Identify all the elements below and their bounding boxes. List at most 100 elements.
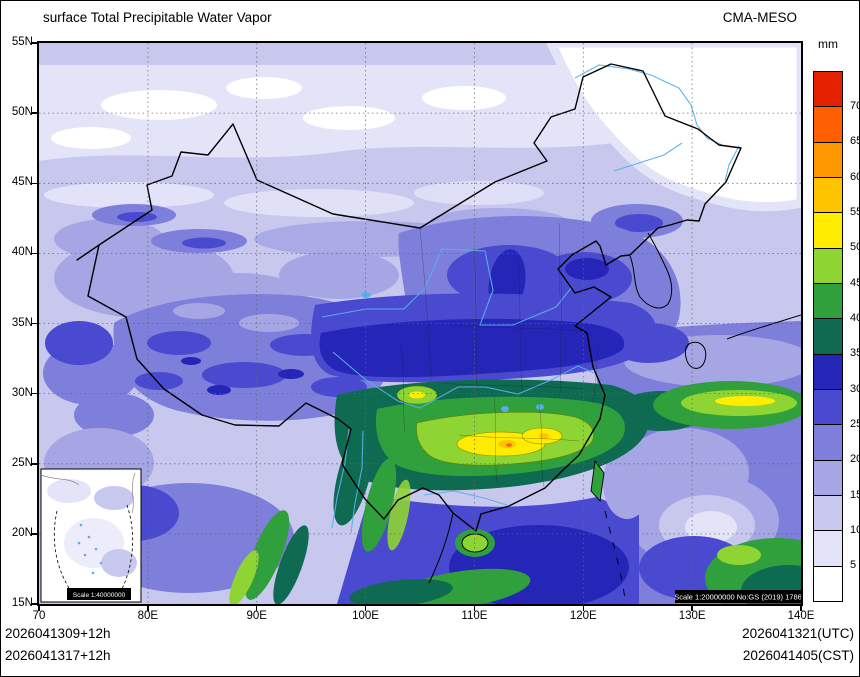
lat-tick-mark bbox=[31, 112, 37, 114]
ussuri-river-line bbox=[724, 145, 740, 182]
lat-tick-label: 25N bbox=[11, 456, 33, 469]
songhua-river-line bbox=[613, 142, 683, 172]
contour-fill-layer bbox=[39, 43, 801, 604]
init-time-utc: 2026041309+12h bbox=[5, 626, 111, 641]
lon-tick-label: 140E bbox=[787, 610, 815, 622]
colorbar-tick-label: 30 bbox=[850, 382, 859, 395]
colorbar-segment bbox=[813, 141, 843, 178]
colorbar-tick-label: 15 bbox=[850, 488, 859, 501]
lon-tick-label: 110E bbox=[461, 610, 488, 622]
river-lines bbox=[321, 64, 740, 534]
init-time-cst: 2026041317+12h bbox=[5, 648, 111, 663]
lat-tick-mark bbox=[31, 463, 37, 465]
colorbar-tick-label: 20 bbox=[850, 453, 859, 466]
pearl-river-line bbox=[423, 490, 508, 506]
lon-tick-mark bbox=[691, 606, 693, 611]
colorbar-segment bbox=[813, 283, 843, 320]
lat-tick-mark bbox=[31, 182, 37, 184]
colorbar-tick-label: 70 bbox=[850, 99, 859, 112]
colorbar-segment bbox=[813, 459, 843, 496]
lat-tick-label: 20N bbox=[11, 526, 33, 539]
colorbar-segment bbox=[813, 565, 843, 602]
lat-tick-label: 40N bbox=[11, 246, 33, 259]
map-frame: Scale 1:40000000 Scale 1:20000000 No:GS … bbox=[37, 41, 803, 606]
valid-time-cst: 2026041405(CST) bbox=[742, 648, 854, 663]
lon-tick-mark bbox=[38, 606, 40, 611]
inset-dash-line-west bbox=[53, 510, 70, 589]
colorbar-unit-label: mm bbox=[818, 37, 838, 51]
lat-tick-label: 30N bbox=[11, 386, 33, 399]
lat-tick-label: 50N bbox=[11, 106, 33, 119]
model-label: CMA-MESO bbox=[722, 10, 797, 25]
inset-islands bbox=[77, 523, 103, 575]
lon-tick-label: 80E bbox=[137, 610, 159, 622]
dongting-lake bbox=[501, 406, 509, 412]
colorbar-tick-label: 45 bbox=[850, 276, 859, 289]
lon-tick-label: 70 bbox=[32, 610, 46, 622]
lon-tick-mark bbox=[255, 606, 258, 611]
inset-scale-badge bbox=[67, 588, 131, 600]
south-china-sea-inset: Scale 1:40000000 bbox=[40, 468, 142, 603]
coastline-borders bbox=[76, 63, 801, 600]
colorbar-segment bbox=[813, 389, 843, 426]
lon-tick-mark bbox=[364, 606, 367, 611]
lat-tick-mark bbox=[31, 533, 37, 535]
lon-tick-label: 130E bbox=[678, 610, 706, 622]
colorbar-segment bbox=[813, 424, 843, 461]
colorbar-segment bbox=[813, 495, 843, 532]
taiwan-island bbox=[590, 459, 605, 503]
valid-time-utc: 2026041321(UTC) bbox=[742, 626, 854, 641]
colorbar-segment bbox=[813, 318, 843, 355]
lon-tick-label: 100E bbox=[352, 610, 379, 622]
colorbar-segment bbox=[813, 212, 843, 249]
colorbar-tick-label: 65 bbox=[850, 135, 859, 148]
lat-tick-label: 45N bbox=[11, 176, 33, 189]
lon-tick-mark bbox=[582, 606, 585, 611]
lat-tick-label: 55N bbox=[11, 36, 33, 48]
map-scale-badge: Scale 1:20000000 No:GS (2019) 1786 bbox=[674, 590, 801, 603]
lat-tick-mark bbox=[31, 252, 37, 255]
plot-title: surface Total Precipitable Water Vapor bbox=[43, 10, 272, 25]
footer-right: 2026041321(UTC) 2026041405(CST) bbox=[742, 623, 854, 667]
japan-honshu-coastline bbox=[726, 314, 801, 340]
lon-tick-mark bbox=[800, 606, 802, 611]
lat-tick-mark bbox=[31, 322, 37, 325]
map-scale-label: Scale 1:20000000 No:GS (2019) 1786 bbox=[674, 593, 801, 602]
colorbar-segment bbox=[813, 353, 843, 390]
colorbar-segment bbox=[813, 530, 843, 567]
lon-tick-label: 90E bbox=[246, 610, 267, 622]
lat-tick-mark bbox=[31, 392, 37, 395]
colorbar-tick-label: 60 bbox=[850, 170, 859, 183]
colorbar-tick-label: 10 bbox=[850, 523, 859, 536]
colorbar-segment bbox=[813, 71, 843, 108]
lat-tick-mark bbox=[31, 603, 37, 605]
colorbar-tick-label: 55 bbox=[850, 205, 859, 218]
colorbar-tick-label: 5 bbox=[850, 559, 857, 572]
yangtze-river-line bbox=[332, 351, 595, 409]
lat-tick-label: 35N bbox=[11, 316, 33, 329]
colorbar-tick-label: 40 bbox=[850, 311, 859, 324]
lon-tick-mark bbox=[147, 606, 149, 611]
colorbar-segment bbox=[813, 177, 843, 214]
footer-left: 2026041309+12h 2026041317+12h bbox=[5, 623, 111, 667]
colorbar-tick-label: 25 bbox=[850, 417, 859, 430]
lon-tick-label: 120E bbox=[569, 610, 597, 622]
colorbar-tick-label: 50 bbox=[850, 241, 859, 254]
china-border bbox=[76, 63, 742, 532]
lat-tick-mark bbox=[31, 42, 37, 44]
lon-tick-mark bbox=[473, 606, 476, 611]
inset-scale-label: Scale 1:40000000 bbox=[73, 592, 126, 599]
inset-dash-line-east bbox=[120, 504, 134, 592]
nine-dash-line bbox=[604, 510, 626, 600]
korea-coastline bbox=[629, 232, 673, 309]
vietnam-coastline bbox=[428, 512, 454, 584]
poyang-lake bbox=[536, 404, 544, 410]
weather-map-svg: Scale 1:40000000 Scale 1:20000000 No:GS … bbox=[39, 43, 801, 604]
hainan-island bbox=[461, 533, 489, 553]
japan-coastline bbox=[684, 341, 707, 369]
province-boundaries bbox=[400, 222, 600, 488]
colorbar-segment bbox=[813, 247, 843, 284]
grid-lines bbox=[39, 43, 801, 604]
lat-tick-label: 15N bbox=[11, 597, 33, 609]
